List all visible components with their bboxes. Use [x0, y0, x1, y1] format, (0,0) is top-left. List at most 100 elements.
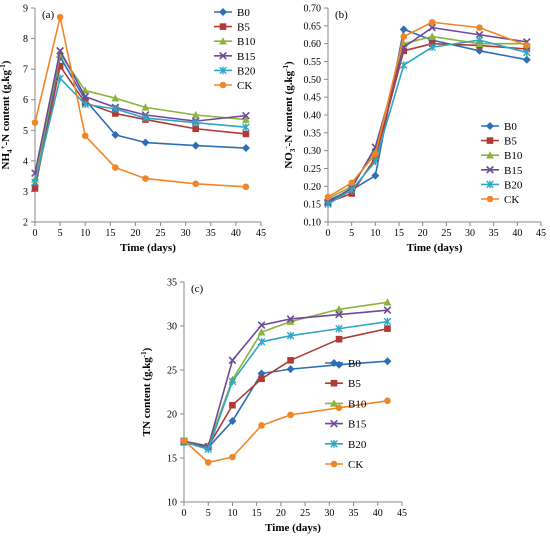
- y-tick-label: 6: [23, 95, 28, 106]
- legend-marker-b10: [330, 399, 338, 407]
- data-point-b15: [257, 321, 266, 329]
- y-title-part: -N content (g.kg: [283, 70, 295, 146]
- legend-label-b0: B0: [348, 358, 361, 370]
- legend-marker-b10: [486, 151, 494, 159]
- data-point-b10: [111, 94, 120, 102]
- x-tick-label: 40: [512, 228, 522, 239]
- data-point-ck: [229, 453, 236, 461]
- data-point-b10: [428, 32, 437, 40]
- data-point-b0: [475, 46, 484, 55]
- x-tick-label: 10: [227, 508, 237, 519]
- legend-label-b15: B15: [348, 419, 367, 431]
- data-point-b5: [229, 401, 236, 409]
- data-point-ck: [112, 164, 119, 171]
- series-line-b20: [327, 39, 528, 205]
- data-point-b5: [335, 335, 343, 343]
- data-point-b10: [335, 305, 343, 313]
- data-point-b15: [81, 92, 90, 101]
- x-tick-label: 35: [206, 228, 216, 239]
- x-tick-label: 40: [231, 228, 241, 239]
- y-tick-label: 0.50: [304, 75, 322, 86]
- y-tick-label: 30: [167, 322, 177, 333]
- x-tick-label: 10: [370, 228, 380, 239]
- y-tick-label: 25: [167, 366, 177, 377]
- x-tick-label: 10: [80, 228, 90, 239]
- y-tick-label: 4: [23, 156, 28, 167]
- data-point-ck: [180, 437, 188, 444]
- y-tick-label: 9: [23, 4, 28, 15]
- y-axis-title: NH4+-N content (g.kg-1): [0, 60, 14, 169]
- legend-label-b0: B0: [504, 121, 517, 133]
- data-point-b15: [242, 111, 250, 120]
- data-point-b20: [383, 317, 392, 326]
- y-tick-label: 0.15: [304, 200, 322, 211]
- x-tick-label: 40: [373, 508, 383, 519]
- x-tick-label: 20: [130, 228, 140, 239]
- y-axis-title: TN content (g.kg-1): [140, 347, 153, 436]
- panel-label: (c): [191, 283, 204, 295]
- x-tick-label: 5: [206, 508, 211, 519]
- legend-marker-b15: [330, 419, 338, 428]
- data-point-b0: [228, 417, 237, 426]
- legend-marker-b10: [219, 37, 227, 45]
- y-title-subscript: 4: [6, 149, 14, 153]
- x-tick-label: 0: [33, 228, 38, 239]
- data-point-b15: [228, 356, 237, 365]
- legend-marker-ck: [219, 81, 227, 89]
- x-tick-label: 35: [489, 228, 499, 239]
- y-tick-label: 0.65: [304, 21, 322, 32]
- x-tick-label: 30: [324, 508, 334, 519]
- series-line-ck: [34, 16, 246, 188]
- y-tick-label: 2: [23, 218, 28, 229]
- data-point-b20: [257, 338, 266, 346]
- legend-marker-ck: [486, 195, 494, 203]
- y-tick-label: 0.45: [304, 93, 322, 104]
- panel-b-chart: 0.10 0.15 0.20 0.25 0.30 0.35 0.40 0.45 0.50 0.55…: [282, 4, 546, 255]
- data-point-ck: [142, 175, 149, 182]
- series-line-ck: [327, 21, 528, 198]
- legend-label-b15: B15: [237, 51, 256, 63]
- legend-marker-ck: [330, 460, 338, 468]
- y-title-unit-superscript: -1: [140, 351, 148, 357]
- legend-marker-b15: [219, 51, 227, 60]
- data-point-ck: [287, 411, 294, 419]
- y-tick-label: 15: [167, 454, 177, 465]
- data-point-b10: [242, 115, 250, 123]
- legend-label-b0: B0: [237, 7, 250, 19]
- data-point-b5: [258, 375, 265, 383]
- data-point-b20: [475, 36, 484, 44]
- data-point-ck: [81, 132, 89, 140]
- data-point-ck: [384, 397, 391, 405]
- data-point-b20: [56, 74, 64, 83]
- data-point-b10: [191, 110, 200, 119]
- legend-label-b5: B5: [237, 22, 250, 34]
- x-tick-label: 25: [156, 228, 166, 239]
- data-point-b15: [383, 306, 392, 315]
- data-point-ck: [56, 13, 64, 21]
- data-point-b20: [399, 61, 408, 69]
- y-tick-label: 0.25: [304, 164, 322, 175]
- legend-label-b10: B10: [237, 36, 256, 48]
- legend-label-ck: CK: [348, 459, 363, 471]
- data-point-b5: [287, 357, 294, 364]
- x-tick-label: 45: [397, 508, 407, 519]
- y-title-part: TN content (g.kg: [141, 357, 153, 437]
- y-tick-label: 10: [167, 498, 177, 509]
- data-point-b0: [141, 138, 150, 147]
- legend-marker-b20: [330, 440, 338, 448]
- x-tick-label: 5: [349, 228, 354, 239]
- data-point-b0: [191, 141, 200, 150]
- y-tick-label: 0.40: [304, 111, 322, 122]
- data-point-b20: [523, 48, 531, 57]
- y-tick-label: 3: [23, 187, 28, 198]
- data-point-b5: [400, 47, 408, 55]
- y-tick-label: 0.35: [304, 128, 322, 139]
- legend-marker-b20: [219, 66, 227, 75]
- legend-marker-b5: [486, 137, 494, 144]
- data-point-b0: [371, 171, 380, 180]
- data-point-ck: [204, 459, 212, 466]
- data-point-b20: [204, 445, 213, 453]
- y-tick-label: 0.30: [304, 146, 322, 157]
- legend-marker-b5: [219, 23, 227, 30]
